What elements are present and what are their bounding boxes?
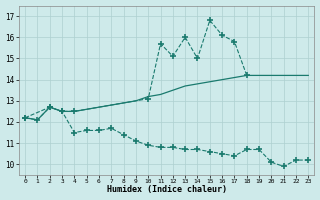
X-axis label: Humidex (Indice chaleur): Humidex (Indice chaleur) — [107, 185, 227, 194]
